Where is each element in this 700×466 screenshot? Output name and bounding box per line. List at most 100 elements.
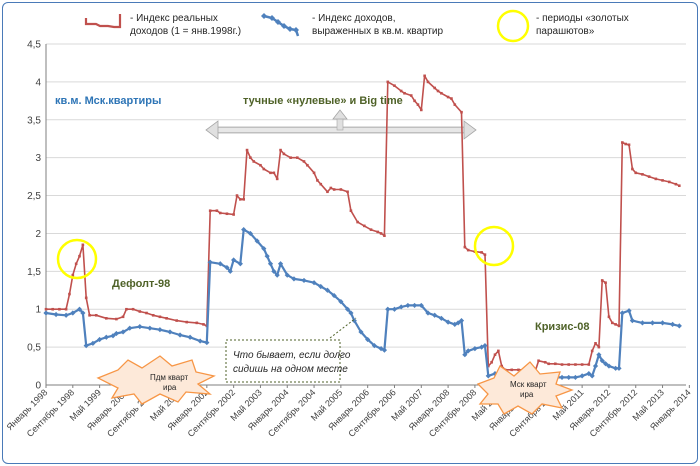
crisis08-label: Кризис-08 (535, 321, 589, 333)
real-income-point (51, 307, 55, 311)
real-income-point (249, 156, 252, 159)
real-income-point (81, 243, 85, 247)
y-tick-label: 0,5 (27, 343, 41, 354)
legend-blue-markers (261, 13, 299, 33)
y-tick-label: 3,5 (27, 115, 41, 126)
real-income-point (614, 323, 617, 326)
legend-item-golden-parachutes: - периоды «золотых парашютов» (496, 9, 629, 43)
big-time-label: тучные «нулевые» и Big time (243, 95, 403, 107)
real-income-point (604, 281, 607, 284)
real-income-point (105, 317, 108, 320)
real-income-point (466, 248, 470, 252)
real-income-point (517, 368, 520, 372)
sq-m-label: кв.м. Мск.квартиры (55, 95, 161, 107)
real-income-point (627, 143, 631, 147)
sqm-income-point (385, 306, 391, 312)
real-income-point (306, 163, 309, 167)
real-income-point (282, 152, 286, 156)
real-income-point (279, 148, 282, 152)
real-income-point (379, 232, 383, 235)
real-income-point (138, 310, 142, 313)
sqm-income-point (616, 365, 622, 371)
x-tick-label: Сентябрь 2012 (588, 387, 640, 439)
real-income-point (453, 103, 457, 106)
real-income-point (215, 209, 219, 213)
sqm-income-point (432, 312, 438, 318)
sqm-income-point (53, 311, 59, 318)
real-income-point (460, 110, 463, 114)
real-income-point (363, 224, 366, 228)
sqm-income-point (120, 329, 126, 335)
real-income-point (537, 359, 540, 363)
real-income-point (239, 198, 242, 201)
real-income-point (436, 89, 440, 93)
real-income-point (225, 212, 229, 216)
real-income-point (195, 321, 199, 325)
sqm-income-point (80, 310, 86, 316)
sqm-income-point (452, 321, 458, 327)
sqm-income-point (418, 302, 424, 309)
sqm-income-point (626, 308, 632, 314)
real-income-point (510, 368, 514, 372)
real-income-point (71, 273, 75, 277)
real-income-point (543, 360, 547, 364)
burst-moscow: Мск кварт ира (476, 361, 574, 415)
real-income-point (262, 167, 266, 171)
real-income-point (416, 103, 420, 106)
real-income-point (289, 156, 292, 159)
sqm-income-point (237, 261, 243, 267)
sqm-income-point (586, 371, 592, 377)
legend-gp-line-2: парашютов» (536, 26, 595, 37)
sqm-income-point (378, 346, 384, 352)
legend-item-sqm-income: - Индекс доходов, выраженных в кв.м. ква… (261, 13, 444, 37)
golden-parachute-circle-1998 (56, 238, 98, 280)
series-sqm-income-line (45, 228, 680, 380)
real-income-point (610, 321, 614, 325)
sqm-income-point (358, 329, 364, 335)
real-income-point (115, 317, 118, 321)
real-income-point (426, 80, 430, 84)
real-income-point (356, 220, 359, 224)
sqm-income-point (381, 347, 388, 353)
sqm-income-point (659, 320, 666, 326)
sqm-income-point (391, 306, 398, 312)
sqm-income-point (167, 329, 173, 335)
sqm-income-point (596, 352, 602, 358)
real-income-point (677, 184, 681, 188)
real-income-point (403, 91, 406, 95)
sqm-income-point (559, 374, 565, 381)
sqm-income-point (318, 283, 324, 290)
real-income-point (617, 324, 621, 328)
sqm-income-point (261, 246, 267, 252)
sqm-income-point (371, 342, 377, 349)
real-income-point (654, 177, 658, 181)
sqm-income-point (224, 264, 230, 271)
legend: - Индекс реальных доходов (1 = янв.1998г… (84, 9, 629, 43)
x-tick-label: Сентябрь 2008 (427, 387, 479, 439)
sqm-income-point (254, 238, 260, 244)
real-income-point (631, 167, 634, 171)
real-income-point (483, 253, 487, 256)
real-income-point (125, 307, 128, 311)
sqm-income-point (455, 320, 461, 326)
sqm-income-point (592, 363, 599, 369)
sqm-income-point (274, 272, 280, 278)
legend-sqm-line-2: выраженных в кв.м. квартир (312, 26, 444, 37)
sqm-income-point (589, 373, 595, 379)
sqm-income-point (613, 365, 619, 371)
real-income-point (399, 89, 403, 93)
real-income-point (316, 179, 319, 182)
sqm-income-point (462, 352, 468, 358)
big-time-arrow (205, 109, 477, 140)
real-income-point (349, 209, 353, 213)
legend-blue-marker (293, 27, 299, 33)
legend-yellow-circle (496, 9, 530, 43)
callout-line-2: сидишь на одном месте (233, 364, 348, 375)
real-income-point (493, 353, 497, 356)
sqm-income-point (479, 344, 485, 350)
sqm-income-point (231, 257, 237, 263)
real-income-point (269, 171, 272, 175)
sqm-income-point (311, 280, 317, 286)
real-income-point (252, 160, 256, 163)
